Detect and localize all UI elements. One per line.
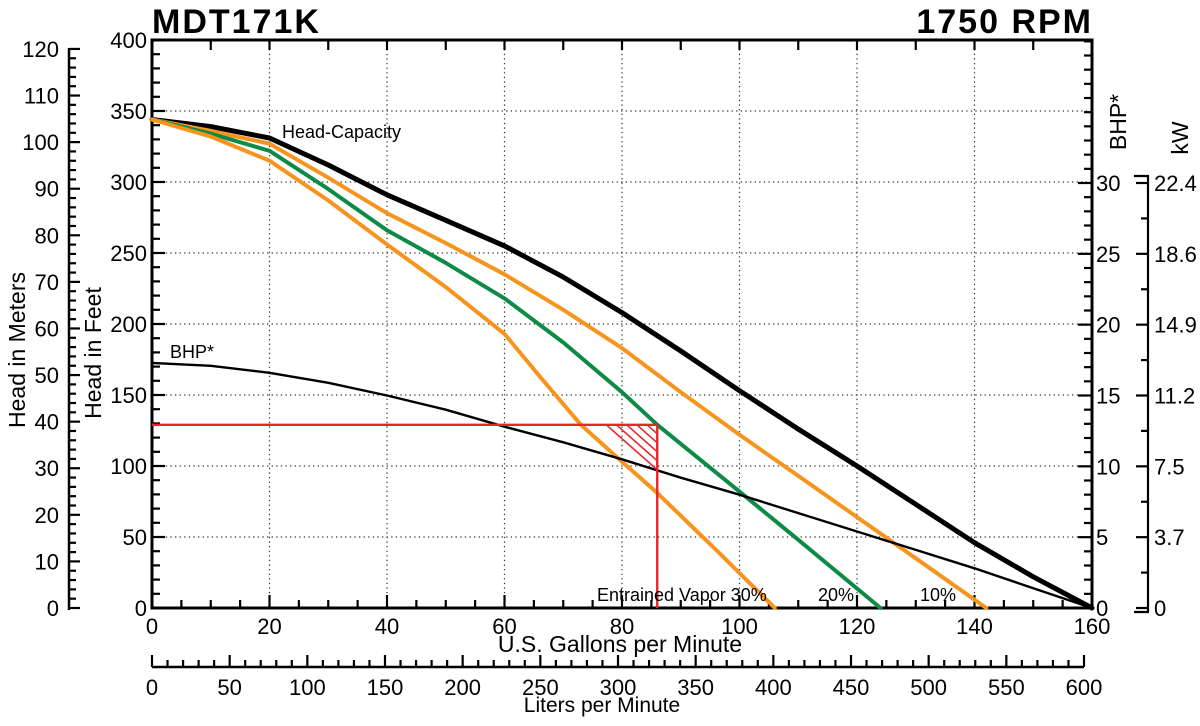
meters-tick-label: 60 <box>35 316 59 341</box>
vapor10-curve-label: 10% <box>920 585 956 605</box>
liters-tick-label: 100 <box>289 675 326 700</box>
bhp-tick-label: 15 <box>1096 384 1120 409</box>
feet-tick-label: 150 <box>110 383 147 408</box>
bhp-tick-label: 30 <box>1096 171 1120 196</box>
meters-tick-label: 100 <box>22 130 59 155</box>
liters-tick-label: 50 <box>217 675 241 700</box>
gpm-tick-label: 140 <box>956 614 993 639</box>
curve-bhp- <box>150 361 1094 610</box>
feet-axis-title: Head in Feet <box>80 287 106 419</box>
liters-tick-label: 400 <box>755 675 792 700</box>
axis-ticks <box>69 38 1148 667</box>
curve-head-capacity <box>149 117 1095 611</box>
meters-tick-label: 120 <box>22 37 59 62</box>
bhp-tick-label: 10 <box>1096 454 1120 479</box>
liters-tick-label: 600 <box>1066 675 1103 700</box>
gpm-axis-title: U.S. Gallons per Minute <box>498 631 742 657</box>
meters-tick-label: 0 <box>47 596 59 621</box>
vapor20-curve-label: 20% <box>818 585 854 605</box>
gpm-tick-label: 100 <box>721 614 758 639</box>
liters-axis-title: Liters per Minute <box>524 694 680 717</box>
duty-hatch-line <box>615 424 658 462</box>
kw-tick-label: 22.4 <box>1154 171 1197 196</box>
meters-axis-title: Head in Meters <box>4 272 30 428</box>
curve-entrained-vapor-10- <box>150 117 989 610</box>
feet-tick-label: 400 <box>110 28 147 53</box>
feet-tick-label: 350 <box>110 99 147 124</box>
vapor30-curve-label: Entrained Vapor 30% <box>597 585 767 605</box>
kw-tick-label: 7.5 <box>1154 454 1185 479</box>
gpm-tick-label: 60 <box>492 614 516 639</box>
kw-axis-title: kW <box>1167 121 1193 155</box>
page-title: MDT171K <box>152 3 321 41</box>
duty-point-annotation <box>152 423 659 608</box>
feet-tick-label: 0 <box>135 596 147 621</box>
gridlines <box>152 40 1092 608</box>
liters-tick-label: 450 <box>833 675 870 700</box>
meters-tick-label: 10 <box>35 549 59 574</box>
bhp-tick-label: 25 <box>1096 242 1120 267</box>
bhp-curve-label: BHP* <box>170 342 214 362</box>
duty-hatch-line <box>636 424 658 444</box>
duty-hatch-line <box>605 424 658 471</box>
gpm-tick-label: 0 <box>146 614 158 639</box>
gpm-tick-label: 160 <box>1074 614 1111 639</box>
bhp-tick-label: 5 <box>1096 525 1108 550</box>
gpm-tick-label: 40 <box>375 614 399 639</box>
bhp-tick-label: 0 <box>1096 596 1108 621</box>
gpm-tick-label: 120 <box>839 614 876 639</box>
liters-tick-label: 250 <box>522 675 559 700</box>
kw-tick-label: 0 <box>1154 596 1166 621</box>
kw-tick-label: 14.9 <box>1154 313 1197 338</box>
liters-tick-label: 150 <box>367 675 404 700</box>
feet-tick-label: 100 <box>110 454 147 479</box>
feet-tick-label: 50 <box>123 525 147 550</box>
rpm-title: 1750 RPM <box>916 3 1093 41</box>
meters-tick-label: 30 <box>35 456 59 481</box>
meters-tick-label: 110 <box>24 84 59 109</box>
meters-tick-label: 90 <box>35 177 59 202</box>
feet-tick-label: 250 <box>110 241 147 266</box>
duty-hatch-line <box>646 424 658 435</box>
kw-tick-label: 11.2 <box>1154 384 1195 409</box>
liters-tick-label: 550 <box>988 675 1025 700</box>
kw-tick-label: 18.6 <box>1154 242 1197 267</box>
tick-labels: 0 20 40 60 80 100 120 140 1604003503002502001501… <box>22 28 1197 700</box>
gpm-tick-label: 80 <box>610 614 634 639</box>
meters-tick-label: 50 <box>35 363 59 388</box>
meters-tick-label: 40 <box>35 410 59 435</box>
liters-tick-label: 350 <box>677 675 714 700</box>
head-capacity-curve-label: Head-Capacity <box>282 122 401 142</box>
liters-tick-label: 200 <box>444 675 481 700</box>
bhp-axis-title: BHP* <box>1105 94 1131 150</box>
liters-tick-label: 500 <box>910 675 947 700</box>
kw-tick-label: 3.7 <box>1154 525 1185 550</box>
bhp-tick-label: 20 <box>1096 313 1120 338</box>
meters-tick-label: 20 <box>35 503 59 528</box>
kw-axis-line <box>1134 174 1150 614</box>
meters-tick-label: 80 <box>35 223 59 248</box>
feet-tick-label: 300 <box>110 170 147 195</box>
curve-entrained-vapor-20- <box>150 117 883 610</box>
curve-entrained-vapor-30- <box>150 117 777 610</box>
liters-tick-label: 0 <box>146 675 158 700</box>
meters-tick-label: 70 <box>35 270 59 295</box>
duty-hatch-line <box>626 424 658 453</box>
feet-tick-label: 200 <box>110 312 147 337</box>
liters-tick-label: 300 <box>600 675 637 700</box>
gpm-tick-label: 20 <box>257 614 281 639</box>
